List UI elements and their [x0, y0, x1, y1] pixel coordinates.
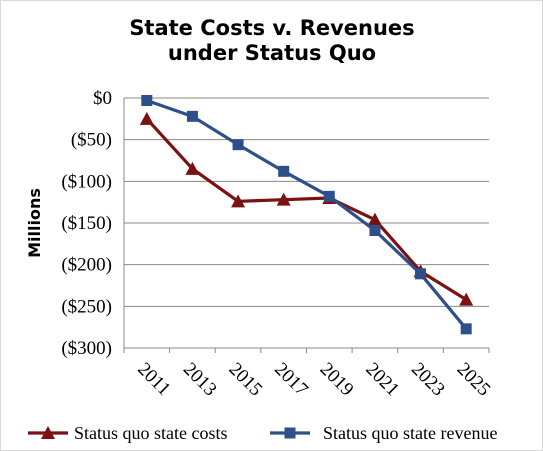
y-axis-label: Millions	[25, 188, 44, 258]
series-line	[145, 98, 468, 331]
legend-marker	[41, 426, 55, 439]
data-point	[460, 323, 472, 335]
data-point	[278, 165, 290, 177]
legend-item: Status quo state costs	[28, 423, 228, 443]
x-tick-label: 2015	[225, 359, 267, 401]
series-revenue	[141, 95, 472, 335]
y-tick-label: ($300)	[61, 338, 112, 359]
series-line	[145, 117, 468, 302]
x-tick-label: 2023	[407, 359, 449, 401]
data-point	[232, 139, 244, 151]
data-point	[415, 268, 427, 280]
chart-title-line-2: under Status Quo	[168, 41, 376, 65]
legend-item: Status quo state revenue	[270, 423, 497, 443]
y-tick-label: ($50)	[71, 130, 112, 151]
y-tick-label: ($200)	[61, 255, 112, 276]
y-tick-label: ($250)	[61, 296, 112, 317]
y-tick-label: ($100)	[61, 171, 112, 192]
x-tick-label: 2019	[316, 359, 358, 401]
legend-marker	[284, 427, 296, 439]
data-point	[369, 225, 381, 236]
x-tick-label: 2011	[133, 359, 174, 400]
data-point	[459, 292, 474, 306]
x-tick-label: 2017	[270, 359, 312, 401]
data-point	[367, 212, 382, 226]
x-tick-label: 2025	[453, 359, 495, 401]
y-tick-label: $0	[93, 88, 112, 109]
legend-label: Status quo state revenue	[323, 423, 497, 443]
y-tick-labels: $0 ($50) ($100) ($150) ($200) ($250) ($300)	[61, 88, 112, 359]
data-point	[185, 161, 200, 175]
x-tick-labels: 2011 2013 2015 2017 2019 2021 2023 2025	[133, 359, 494, 401]
series	[139, 95, 474, 335]
gridlines	[124, 97, 489, 349]
data-point	[231, 194, 246, 208]
chart-title-line-1: State Costs v. Revenues	[129, 16, 414, 40]
data-point	[323, 190, 335, 202]
axes	[123, 98, 490, 353]
x-tick-label: 2013	[179, 359, 221, 401]
y-tick-label: ($150)	[61, 213, 112, 234]
data-point	[139, 111, 154, 125]
legend: Status quo state costs Status quo state r…	[28, 423, 497, 443]
data-point	[186, 110, 198, 122]
legend-label: Status quo state costs	[74, 423, 228, 443]
x-tick-label: 2021	[361, 359, 403, 401]
data-point	[276, 192, 291, 206]
data-point	[141, 95, 153, 106]
